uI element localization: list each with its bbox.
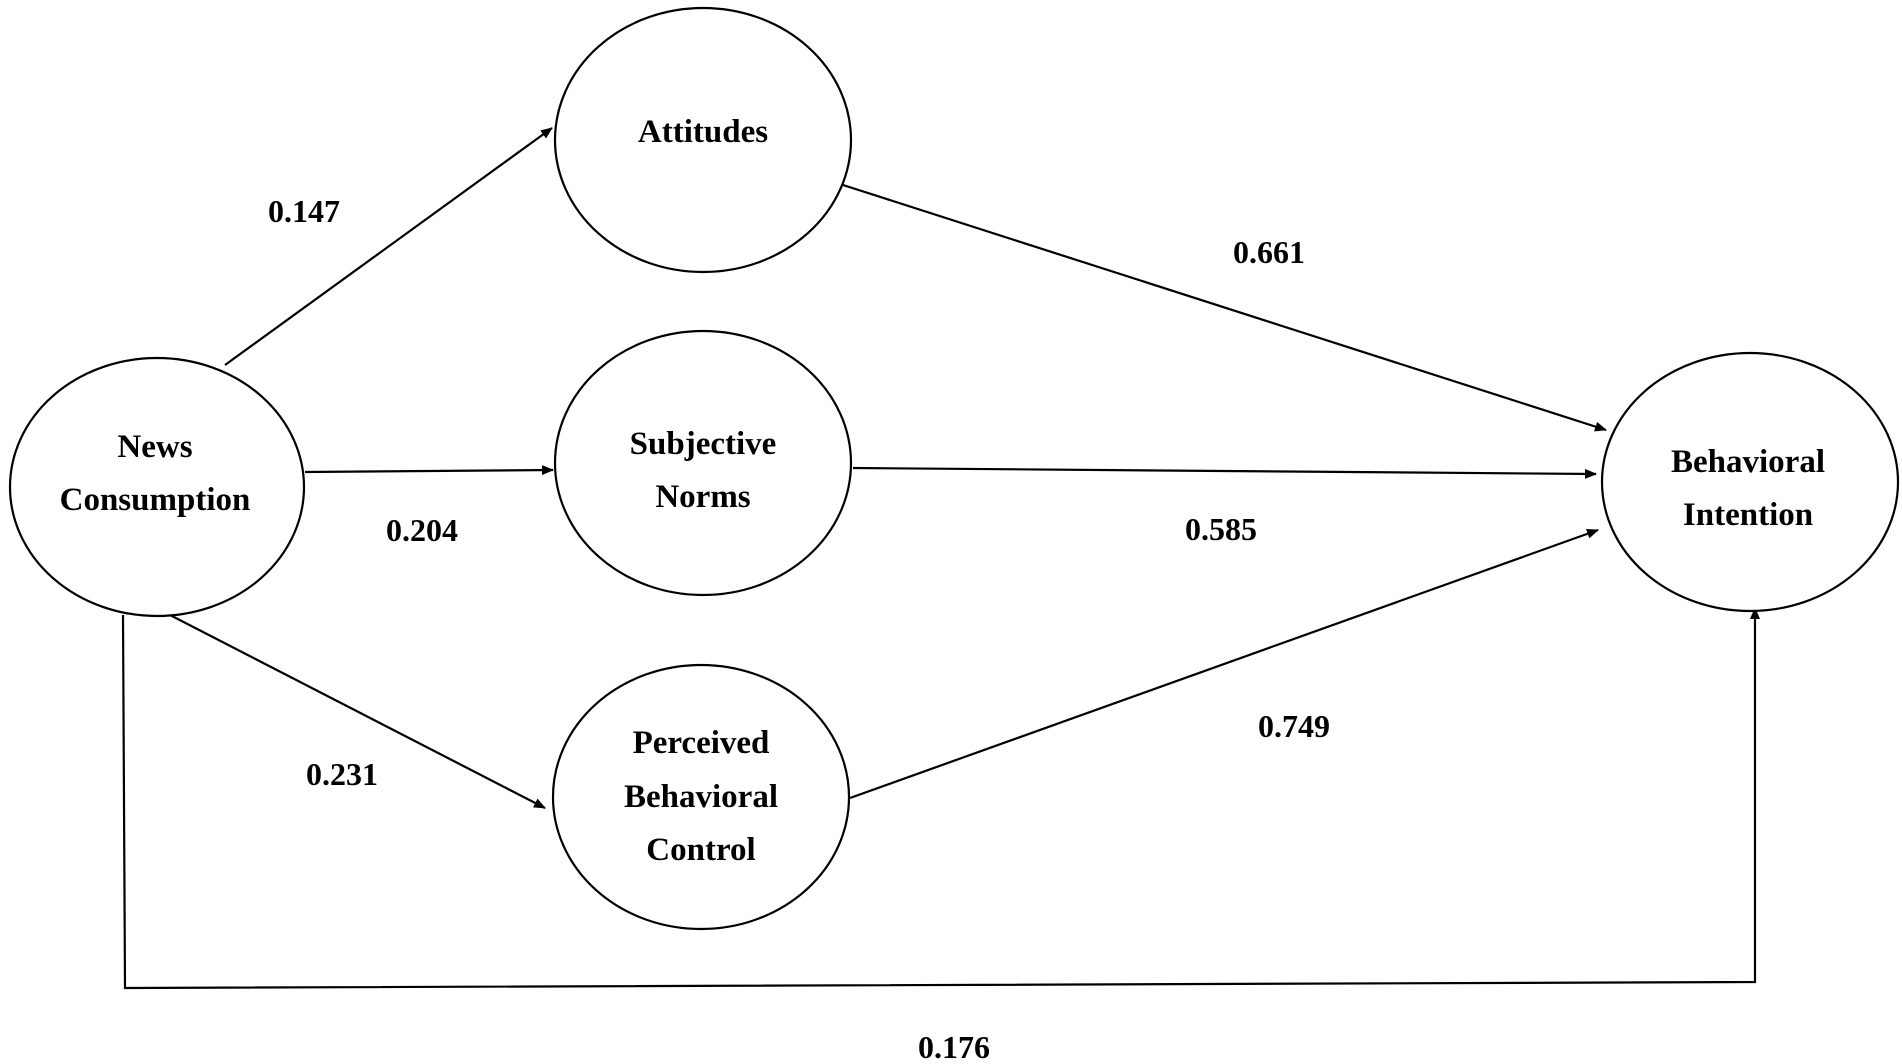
node-attitudes-label: Attitudes bbox=[638, 114, 768, 150]
node-behavioral-intention-line2: Intention bbox=[1683, 497, 1813, 533]
node-news-consumption-line1: News bbox=[117, 429, 192, 465]
node-attitudes: Attitudes bbox=[553, 6, 853, 274]
coef-news-to-norms: 0.204 bbox=[386, 512, 458, 548]
coef-attitudes-to-intention: 0.661 bbox=[1233, 234, 1305, 270]
node-news-consumption-line2: Consumption bbox=[60, 482, 251, 518]
edge-pbc-to-intention bbox=[849, 528, 1599, 800]
node-subjective-norms: Subjective Norms bbox=[553, 329, 853, 597]
node-news-consumption: News Consumption bbox=[8, 356, 306, 618]
edge-news-to-norms bbox=[304, 465, 554, 476]
node-perceived-behavioral-control: Perceived Behavioral Control bbox=[551, 663, 851, 931]
node-behavioral-intention: Behavioral Intention bbox=[1600, 351, 1900, 613]
coef-pbc-to-intention: 0.749 bbox=[1258, 708, 1330, 744]
edge-news-to-pbc bbox=[169, 614, 546, 809]
node-pbc-line1: Perceived bbox=[633, 725, 770, 761]
node-pbc-line2: Behavioral bbox=[624, 779, 778, 815]
edge-news-to-intention bbox=[121, 607, 1760, 990]
node-subjective-norms-line2: Norms bbox=[655, 479, 750, 515]
edge-attitudes-to-intention bbox=[842, 183, 1607, 432]
edge-news-to-attitudes bbox=[224, 127, 553, 366]
node-behavioral-intention-line1: Behavioral bbox=[1671, 444, 1825, 480]
edge-norms-to-intention bbox=[852, 466, 1597, 479]
node-subjective-norms-line1: Subjective bbox=[630, 426, 777, 462]
node-pbc-line3: Control bbox=[646, 832, 755, 868]
coef-norms-to-intention: 0.585 bbox=[1185, 511, 1257, 547]
coef-news-to-intention: 0.176 bbox=[918, 1029, 990, 1064]
coef-news-to-attitudes: 0.147 bbox=[268, 193, 340, 229]
coef-news-to-pbc: 0.231 bbox=[306, 756, 378, 792]
